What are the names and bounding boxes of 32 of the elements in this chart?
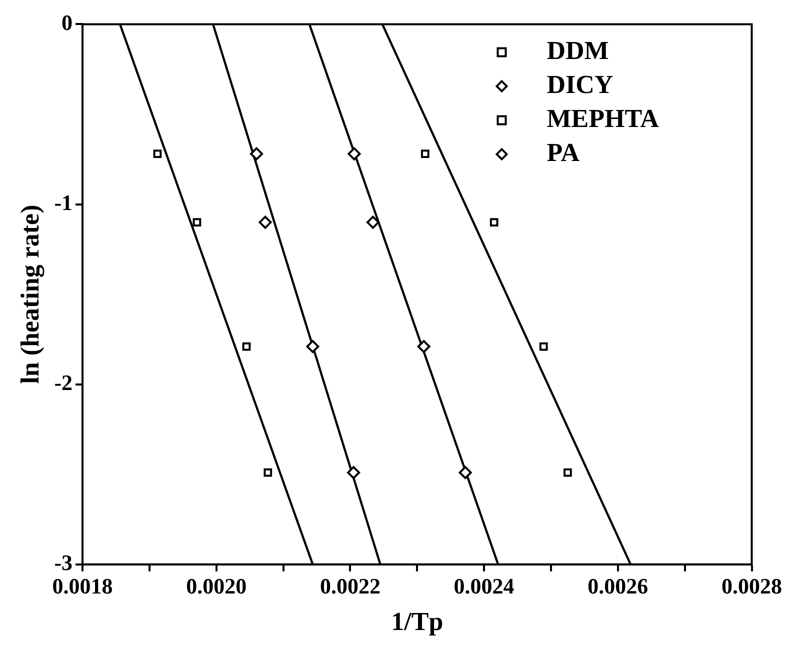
point — [192, 218, 202, 226]
x-axis-title: 1/Tp — [391, 607, 444, 636]
x-tick-label: 0.0024 — [454, 573, 514, 598]
point — [153, 150, 162, 158]
y-axis-title: ln (heating rate) — [15, 204, 44, 384]
y-tick-label: -3 — [54, 550, 73, 576]
x-tick-label: 0.0026 — [588, 573, 648, 598]
point — [348, 147, 361, 160]
point — [347, 466, 360, 480]
point — [458, 466, 472, 480]
point — [564, 468, 572, 477]
point — [258, 216, 272, 229]
point — [366, 216, 380, 229]
x-tick-label: 0.0020 — [186, 573, 247, 598]
point — [306, 340, 320, 354]
y-tick-label: 0 — [62, 10, 73, 35]
y-tick-label: -1 — [54, 190, 73, 215]
point — [250, 147, 264, 160]
point — [490, 218, 498, 226]
legend-label: MEPHTA — [546, 104, 660, 133]
point — [417, 340, 430, 354]
point — [420, 150, 430, 158]
x-tick-label: 0.0022 — [320, 573, 380, 598]
x-tick-label: 0.0028 — [722, 573, 782, 598]
y-tick-label: -2 — [54, 370, 73, 396]
point — [264, 468, 272, 477]
legend-label: DDM — [546, 36, 609, 65]
point — [539, 342, 548, 351]
legend-label: PA — [546, 138, 580, 167]
point — [242, 342, 251, 351]
x-tick-label: 0.0018 — [52, 573, 113, 598]
legend-label: DICY — [546, 70, 614, 99]
